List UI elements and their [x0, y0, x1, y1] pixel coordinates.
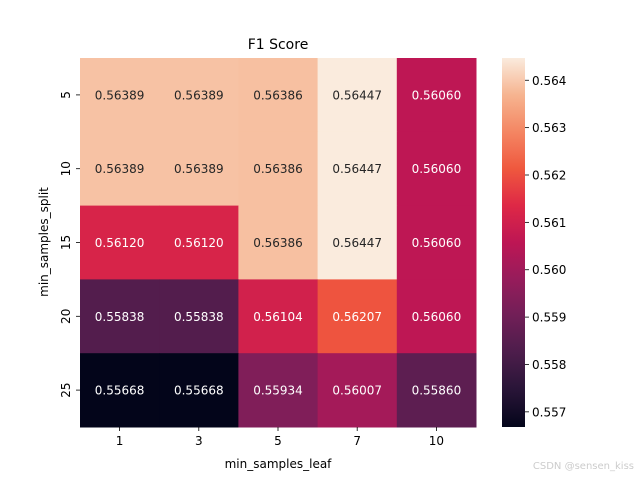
colorbar-tick-label: 0.559 — [532, 311, 566, 325]
x-axis: 1 3 5 7 10 — [116, 427, 444, 448]
y-axis-label: min_samples_split — [37, 187, 51, 297]
cell-value-label: 0.56447 — [332, 162, 382, 176]
colorbar — [502, 58, 525, 427]
cell-value-label: 0.56120 — [95, 236, 145, 250]
colorbar-tick-label: 0.563 — [532, 121, 566, 135]
cell-value-label: 0.56386 — [253, 88, 303, 102]
cell-value-label: 0.55934 — [253, 384, 303, 398]
x-axis-label: min_samples_leaf — [225, 457, 333, 471]
cell-value-label: 0.55668 — [174, 384, 224, 398]
colorbar-ticks: 0.557 0.558 0.559 0.560 0.561 0.562 0.563 0.564 — [525, 74, 566, 420]
watermark: CSDN @sensen_kiss — [533, 461, 634, 472]
cell-value-label: 0.56386 — [253, 162, 303, 176]
y-tick-label: 25 — [59, 382, 73, 397]
colorbar-tick-label: 0.561 — [532, 216, 566, 230]
x-tick-label: 3 — [195, 434, 203, 448]
cell-value-label: 0.56007 — [332, 384, 382, 398]
x-tick-label: 1 — [116, 434, 124, 448]
cell-value-label: 0.56060 — [412, 310, 462, 324]
cell-value-label: 0.56389 — [174, 162, 224, 176]
cell-value-label: 0.55838 — [95, 310, 145, 324]
cell-value-label: 0.55668 — [95, 384, 145, 398]
cell-value-label: 0.56389 — [95, 88, 145, 102]
cell-value-label: 0.56060 — [412, 236, 462, 250]
colorbar-tick-label: 0.564 — [532, 74, 566, 88]
cell-value-label: 0.56104 — [253, 310, 303, 324]
colorbar-tick-label: 0.558 — [532, 358, 566, 372]
cell-value-label: 0.56389 — [95, 162, 145, 176]
cell-value-label: 0.56389 — [174, 88, 224, 102]
cell-value-label: 0.56447 — [332, 88, 382, 102]
cell-value-label: 0.56386 — [253, 236, 303, 250]
cell-value-label: 0.56447 — [332, 236, 382, 250]
chart-title: F1 Score — [248, 37, 309, 53]
heatmap-chart: F1 Score 0.56389 0.56389 0.56386 0.56447 0.5… — [0, 0, 640, 480]
y-tick-label: 15 — [59, 235, 73, 250]
colorbar-tick-label: 0.562 — [532, 169, 566, 183]
cell-value-label: 0.56120 — [174, 236, 224, 250]
cell-value-label: 0.56060 — [412, 88, 462, 102]
y-tick-label: 5 — [59, 91, 73, 99]
cell-value-label: 0.56207 — [332, 310, 382, 324]
colorbar-tick-label: 0.560 — [532, 263, 566, 277]
colorbar-tick-label: 0.557 — [532, 405, 566, 419]
y-axis: 5 10 15 20 25 — [59, 91, 80, 398]
cell-value-label: 0.56060 — [412, 162, 462, 176]
x-tick-label: 5 — [274, 434, 282, 448]
x-tick-label: 7 — [353, 434, 361, 448]
cell-value-label: 0.55838 — [174, 310, 224, 324]
heatmap-cells: 0.56389 0.56389 0.56386 0.56447 0.56060 0.563… — [80, 58, 477, 428]
cell-value-label: 0.55860 — [412, 384, 462, 398]
y-tick-label: 20 — [59, 309, 73, 324]
x-tick-label: 10 — [429, 434, 444, 448]
y-tick-label: 10 — [59, 161, 73, 176]
